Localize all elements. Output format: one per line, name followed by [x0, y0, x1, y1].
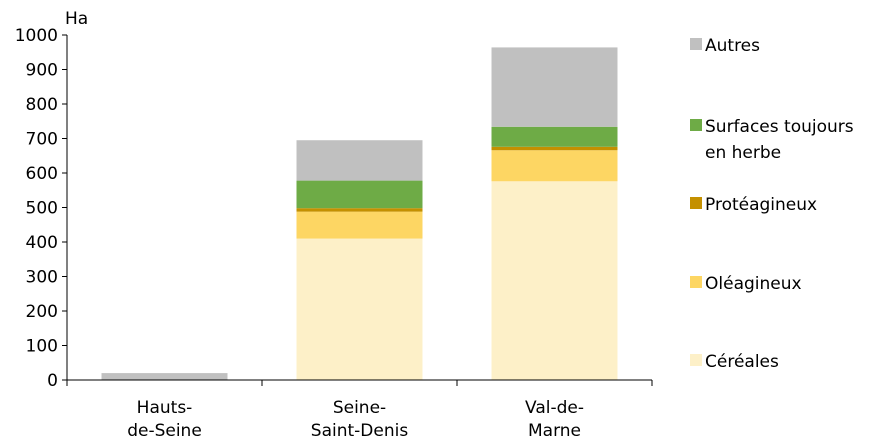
- legend-label: en herbe: [705, 143, 781, 163]
- bar-segment: [101, 373, 228, 380]
- y-tick-label: 800: [26, 95, 58, 115]
- bar-segment: [296, 211, 423, 239]
- legend-label: Surfaces toujours: [705, 117, 854, 137]
- y-tick-label: 400: [26, 233, 58, 253]
- x-category-label: Marne: [528, 421, 581, 441]
- bar-segment: [296, 140, 423, 181]
- legend-swatch: [690, 354, 702, 366]
- bar-segment: [491, 181, 618, 380]
- y-tick-label: 500: [26, 199, 58, 219]
- y-tick-label: 0: [47, 371, 58, 391]
- bar-segment: [296, 238, 423, 380]
- x-category-label: de-Seine: [127, 421, 202, 441]
- y-axis-label: Ha: [65, 9, 88, 29]
- y-tick-label: 700: [26, 130, 58, 150]
- bar-segment: [491, 150, 618, 182]
- legend-swatch: [690, 197, 702, 209]
- y-tick-label: 900: [26, 61, 58, 81]
- legend-label: Autres: [705, 36, 760, 56]
- legend-swatch: [690, 119, 702, 131]
- y-tick-label: 200: [26, 302, 58, 322]
- y-tick-label: 1000: [15, 26, 58, 46]
- legend-label: Céréales: [705, 352, 779, 372]
- legend-label: Protéagineux: [705, 195, 817, 215]
- bar-segment: [296, 208, 423, 212]
- legend-label: Oléagineux: [705, 274, 802, 294]
- legend-swatch: [690, 38, 702, 50]
- y-tick-label: 300: [26, 268, 58, 288]
- x-category-label: Seine-: [333, 398, 386, 418]
- bar-segment: [296, 180, 423, 209]
- bar-segment: [491, 47, 618, 127]
- x-category-label: Hauts-: [137, 398, 193, 418]
- x-category-label: Saint-Denis: [311, 421, 409, 441]
- legend-swatch: [690, 276, 702, 288]
- bar-segment: [491, 146, 618, 151]
- x-category-label: Val-de-: [525, 398, 584, 418]
- bar-segment: [491, 126, 618, 147]
- y-tick-label: 600: [26, 164, 58, 184]
- y-tick-label: 100: [26, 337, 58, 357]
